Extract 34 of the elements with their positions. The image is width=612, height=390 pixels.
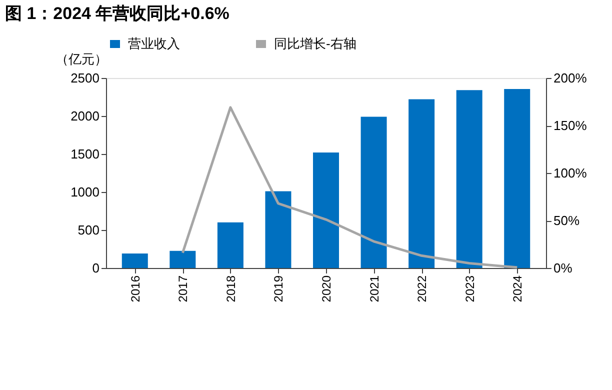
y2-tick-label: 0%: [554, 260, 573, 276]
legend-label: 同比增长-右轴: [274, 36, 356, 51]
y-tick-label: 2000: [70, 108, 100, 124]
legend-label: 营业收入: [128, 36, 180, 51]
x-tick-label: 2017: [176, 275, 190, 302]
x-tick-label: 2021: [367, 275, 382, 302]
y2-tick-label: 100%: [554, 166, 588, 180]
y-tick-label: 0: [92, 260, 100, 276]
x-tick-label: 2020: [320, 275, 334, 302]
line-series: [181, 106, 518, 269]
bar: [313, 152, 339, 268]
y2-tick-label: 50%: [554, 213, 580, 228]
bar: [504, 89, 530, 268]
x-tick-label: 2019: [272, 275, 286, 302]
bar: [408, 99, 435, 268]
bar: [265, 191, 292, 268]
x-tick-label: 2018: [224, 275, 238, 302]
bar: [217, 222, 244, 268]
bar: [360, 116, 387, 268]
y-tick-label: 500: [78, 222, 100, 238]
x-tick-label: 2022: [415, 275, 430, 302]
x-tick-label: 2023: [462, 275, 477, 302]
y-tick-label: 2500: [70, 70, 100, 86]
x-tick-label: 2024: [510, 275, 525, 302]
chart-title: 图 1：2024 年营收同比+0.6%: [5, 4, 230, 23]
bar: [170, 250, 196, 268]
bar: [122, 254, 148, 268]
bar: [456, 90, 482, 268]
y2-tick-label: 150%: [554, 118, 588, 133]
x-tick-label: 2016: [128, 275, 142, 302]
y-tick-label: 1000: [70, 184, 100, 200]
y-axis-title: （亿元）: [56, 52, 108, 66]
y2-tick-label: 200%: [554, 70, 588, 86]
y-tick-label: 1500: [70, 146, 100, 162]
